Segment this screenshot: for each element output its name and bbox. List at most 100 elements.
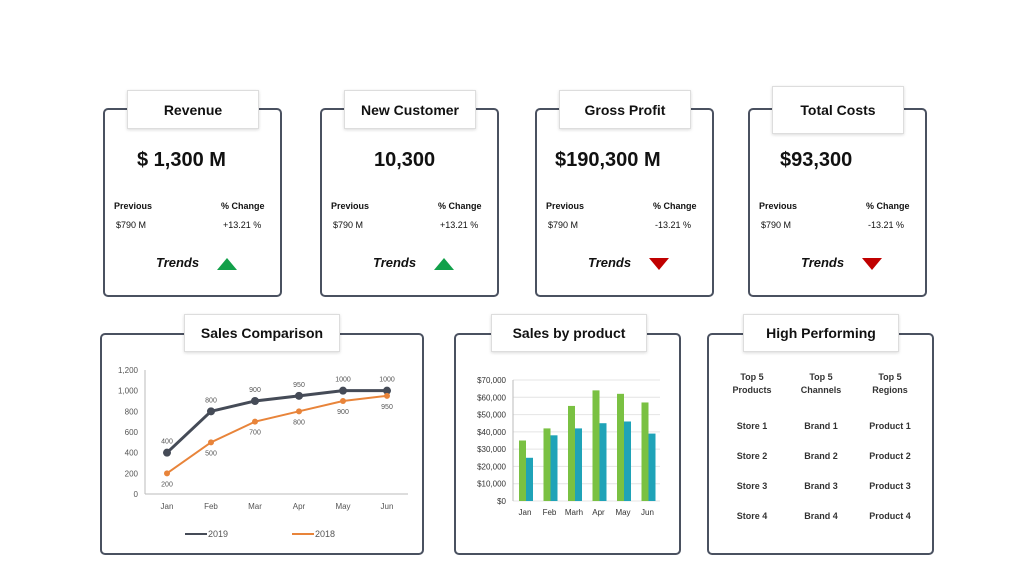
data-label: 800 [293,419,305,426]
change-value: -13.21 % [868,220,905,230]
list-item: Store 1 [736,421,768,431]
list-item: Brand 3 [804,481,838,491]
high-performing-title: High Performing [743,314,899,352]
list-item: Brand 2 [804,451,838,461]
column-header: Top 5 Regions [872,372,908,395]
kpi-title: Revenue [127,90,259,129]
bar [617,393,624,501]
y-tick-label: 200 [125,469,139,478]
data-label: 950 [293,382,305,389]
list-item: Brand 1 [804,421,838,431]
bar [648,433,656,501]
kpi-value: $ 1,300 M [137,149,226,171]
bar [624,421,631,501]
list-item: Brand 4 [804,511,838,521]
trends-label: Trends [373,255,417,270]
y-tick-label: 800 [125,407,139,416]
previous-label: Previous [759,201,798,211]
x-tick-label: May [335,502,350,511]
sales-by-product-title: Sales by product [491,314,647,352]
data-point [251,397,259,405]
data-label: 900 [337,409,349,416]
previous-value: $790 M [548,220,579,230]
previous-value: $790 M [116,220,147,230]
change-value: -13.21 % [655,220,692,230]
trends-label: Trends [801,255,845,270]
kpi-card [320,108,499,297]
list-item: Product 3 [869,481,911,491]
list-item: Store 3 [736,481,768,491]
data-label: 1000 [335,377,351,384]
list-item: Product 1 [869,421,911,431]
kpi-title: Total Costs [772,86,904,134]
x-tick-label: Feb [543,508,557,517]
y-tick-label: $50,000 [477,411,506,420]
y-tick-label: $10,000 [477,480,506,489]
y-tick-label: 1,000 [118,387,139,396]
previous-value: $790 M [761,220,792,230]
sales-comparison-card [100,333,424,555]
kpi-value: $93,300 [780,149,853,171]
data-point [383,386,391,395]
data-point [252,418,258,425]
bar [641,402,649,501]
series-line-2019 [165,389,387,454]
column-header: Top 5 Channels [800,372,842,395]
bar [592,390,600,501]
x-tick-label: Mar [248,502,262,511]
data-point [384,392,390,399]
bar [568,405,575,501]
change-label: % Change [438,201,482,211]
kpi-title: New Customer [344,90,476,129]
data-label: 950 [381,404,393,411]
x-tick-label: May [615,508,630,517]
data-point [296,408,302,415]
data-label: 200 [161,481,173,488]
bar [519,440,526,501]
x-tick-label: Apr [592,508,605,517]
y-tick-label: $0 [497,497,506,506]
y-tick-label: $70,000 [477,376,506,385]
change-value: +13.21 % [223,220,262,230]
data-point [340,398,346,404]
kpi-title: Gross Profit [559,90,691,129]
x-tick-label: Apr [293,502,306,511]
bar [543,428,551,501]
change-label: % Change [653,201,697,211]
list-item: Store 4 [736,511,768,521]
bar [550,435,558,501]
change-value: +13.21 % [440,220,479,230]
legend-label: 2018 [315,529,335,539]
trends-label: Trends [156,255,200,270]
change-label: % Change [221,201,265,211]
data-label: 800 [205,397,217,404]
data-point [208,439,214,446]
y-tick-label: $30,000 [477,445,506,454]
y-tick-label: 0 [134,490,139,499]
trend-up-icon [217,258,237,270]
change-label: % Change [866,201,910,211]
data-point [207,407,215,416]
bar [575,428,582,501]
data-point [295,391,303,400]
previous-label: Previous [331,201,370,211]
data-label: 500 [205,450,217,457]
x-tick-label: Jan [519,508,532,517]
list-item: Product 2 [869,451,911,461]
data-label: 1000 [379,377,395,384]
data-label: 900 [249,387,261,394]
data-label: 400 [161,439,173,446]
y-tick-label: $60,000 [477,393,506,402]
previous-value: $790 M [333,220,364,230]
data-point [339,386,347,395]
x-tick-label: Jan [161,502,174,511]
kpi-value: 10,300 [374,149,436,171]
kpi-card [103,108,282,297]
data-point [163,448,171,457]
trend-down-icon [649,258,669,270]
x-tick-label: Jun [641,508,654,517]
y-tick-label: $40,000 [477,428,506,437]
high-performing-card [707,333,934,555]
kpi-card [748,108,927,297]
